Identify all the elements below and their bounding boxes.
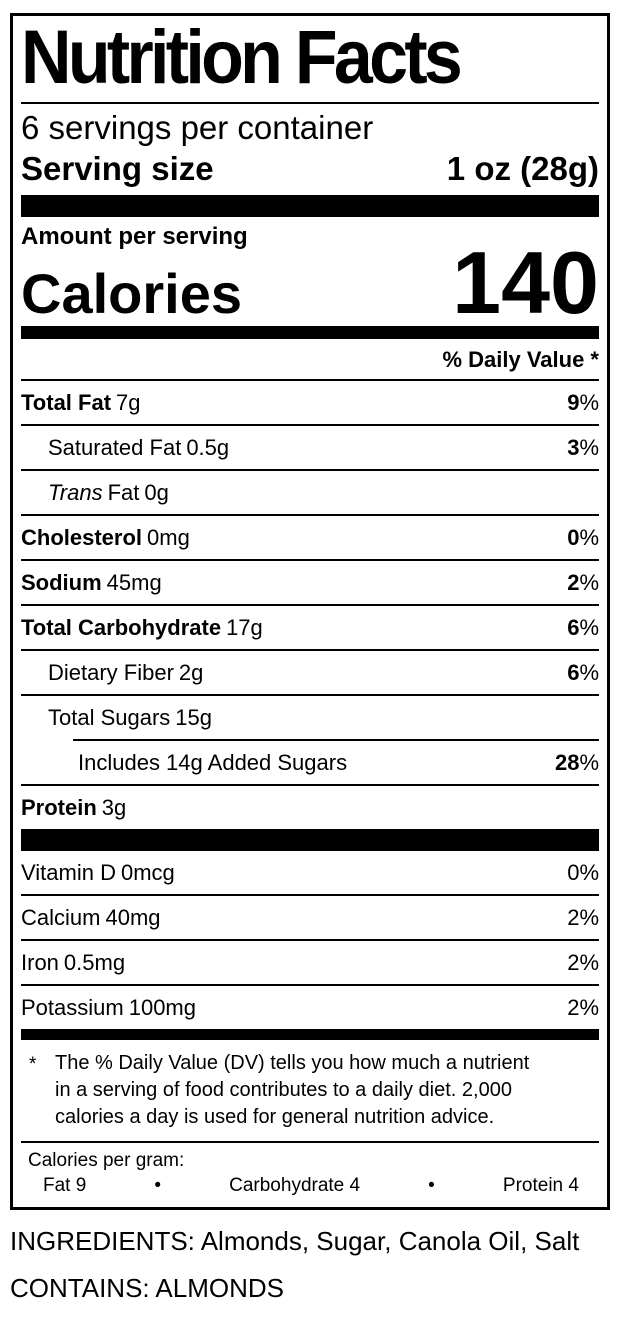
dv-dietary-fiber: 6% [567,660,599,685]
bullet-separator: • [154,1175,162,1196]
dv-potassium: 2% [567,995,599,1020]
dv-total-carbohydrate: 6% [567,615,599,640]
daily-value-footnote: * The % Daily Value (DV) tells you how m… [21,1040,599,1143]
row-protein: Protein 3g [21,784,599,829]
dv-sodium: 2% [567,570,599,595]
serving-size-value: 1 oz (28g) [446,150,599,187]
calories-value: 140 [452,233,599,332]
thick-divider-bar [21,829,599,851]
serving-size-label: Serving size [21,150,214,187]
calories-row: Calories 140 [21,233,599,332]
calories-per-gram-section: Calories per gram: Fat 9 • Carbohydrate … [21,1143,599,1207]
row-dietary-fiber: Dietary Fiber 2g 6% [21,649,599,694]
row-saturated-fat: Saturated Fat 0.5g 3% [21,424,599,469]
medium-divider-bar [21,326,599,339]
cpg-fat: Fat 9 [43,1175,87,1196]
row-potassium: Potassium 100mg 2% [21,984,599,1029]
bullet-separator: • [428,1175,435,1196]
row-trans-fat: Trans Fat 0g [21,469,599,514]
dv-calcium: 2% [567,905,599,930]
cpg-carbohydrate: Carbohydrate 4 [229,1175,361,1196]
row-total-carbohydrate: Total Carbohydrate 17g 6% [21,604,599,649]
nutrient-rows: Total Fat 7g 9% Saturated Fat 0.5g 3% Tran… [21,381,599,829]
serving-size-row: Serving size 1 oz (28g) [21,148,599,195]
calories-label: Calories [21,262,242,325]
daily-value-header: % Daily Value * [21,339,599,381]
row-cholesterol: Cholesterol 0mg 0% [21,514,599,559]
dv-saturated-fat: 3% [567,435,599,460]
nutrition-facts-label: Nutrition Facts 6 servings per container… [10,13,610,1210]
calories-per-gram-label: Calories per gram: [28,1150,185,1171]
contains-line: CONTAINS: ALMONDS [10,1273,285,1303]
row-total-fat: Total Fat 7g 9% [21,390,599,415]
title-section: Nutrition Facts [21,16,599,104]
dv-vitamin-d: 0% [567,860,599,885]
row-iron: Iron 0.5mg 2% [21,939,599,984]
dv-iron: 2% [567,950,599,975]
row-vitamin-d: Vitamin D 0mcg 0% [21,860,599,885]
row-added-sugars: Includes 14g Added Sugars 28% [73,739,599,784]
row-total-sugars: Total Sugars 15g [21,694,599,739]
row-calcium: Calcium 40mg 2% [21,894,599,939]
calories-per-gram-values: Fat 9 • Carbohydrate 4 • Protein 4 [21,1173,599,1199]
page-title: Nutrition Facts [21,15,463,100]
vitamin-rows: Vitamin D 0mcg 0% Calcium 40mg 2% Iron 0.5m… [21,851,599,1029]
thin-divider-bar [21,1029,599,1040]
ingredients-line: INGREDIENTS: Almonds, Sugar, Canola Oil,… [10,1226,580,1256]
servings-per-container: 6 servings per container [21,109,374,146]
dv-total-fat: 9% [567,390,599,415]
dv-cholesterol: 0% [567,525,599,550]
row-sodium: Sodium 45mg 2% [21,559,599,604]
footnote-text: The % Daily Value (DV) tells you how muc… [55,1052,530,1128]
cpg-protein: Protein 4 [502,1175,579,1196]
footnote-asterisk: * [29,1054,37,1075]
amount-per-serving-label: Amount per serving [21,223,248,250]
thick-divider-bar [21,195,599,217]
dv-added-sugars: 28% [554,750,599,775]
